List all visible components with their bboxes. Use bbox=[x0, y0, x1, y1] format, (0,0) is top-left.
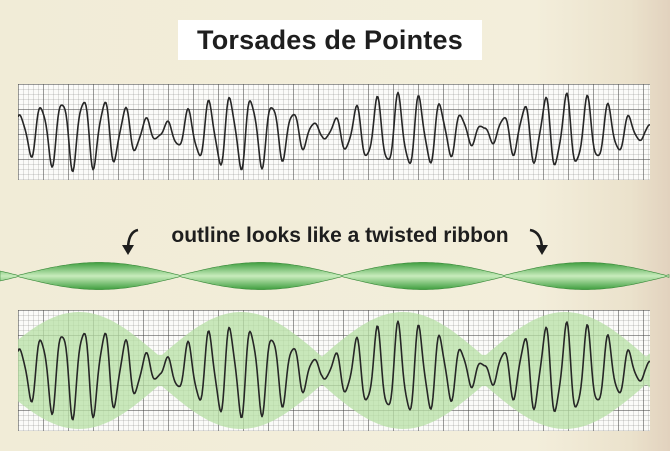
ecg-trace-bottom bbox=[18, 312, 650, 429]
twisted-ribbon bbox=[0, 262, 670, 290]
ecg-waveform bbox=[18, 320, 650, 421]
caption-text: outline looks like a twisted ribbon bbox=[171, 224, 509, 247]
caption-arrows bbox=[122, 228, 548, 255]
ribbon-shape bbox=[0, 262, 670, 290]
ecg-strip-top bbox=[18, 84, 650, 180]
left-arrowhead-icon bbox=[122, 245, 134, 255]
ecg-strip-bottom bbox=[18, 310, 650, 431]
caption: outline looks like a twisted ribbon bbox=[120, 220, 560, 260]
right-arrowhead-icon bbox=[536, 245, 548, 255]
ecg-waveform bbox=[18, 91, 650, 173]
title-box: Torsades de Pointes bbox=[178, 20, 482, 60]
ecg-trace-top bbox=[18, 91, 650, 173]
diagram-title: Torsades de Pointes bbox=[197, 24, 463, 55]
ribbon-envelope-overlay bbox=[18, 312, 650, 429]
